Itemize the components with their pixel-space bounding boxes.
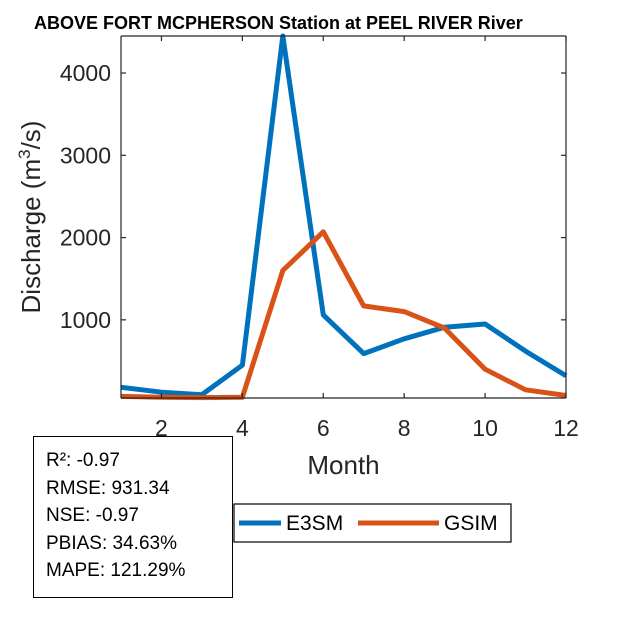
x-axis-label: Month	[307, 450, 379, 480]
stats-box: R²: -0.97 RMSE: 931.34 NSE: -0.97 PBIAS:…	[33, 436, 233, 598]
legend-label-gsim: GSIM	[444, 512, 498, 535]
stat-r2: R²: -0.97	[46, 450, 120, 471]
stat-nse: NSE: -0.97	[46, 505, 139, 526]
x-tick-label: 8	[398, 415, 411, 441]
x-tick-label: 2	[155, 415, 168, 441]
series-line-e3sm	[120, 33, 568, 398]
x-tick-label: 4	[236, 415, 249, 441]
y-tick-label: 1000	[60, 307, 111, 333]
y-axis-label: Discharge (m3/s)	[15, 121, 46, 314]
axes-background	[121, 36, 566, 398]
x-tick-label: 6	[317, 415, 330, 441]
stat-pbias: PBIAS: 34.63%	[46, 532, 177, 554]
y-axis-label-superscript: 3	[15, 149, 34, 158]
y-axis-label-suffix: /s)	[16, 121, 46, 150]
x-tick-label: 10	[472, 415, 498, 441]
legend-label-e3sm: E3SM	[286, 512, 343, 535]
y-tick-label: 4000	[60, 60, 111, 86]
chart-title: ABOVE FORT MCPHERSON Station at PEEL RIV…	[34, 13, 523, 33]
y-tick-label: 2000	[60, 225, 111, 251]
ticks-layer: 2 4 6 8 10 12 1000 2000 3000 4000	[60, 36, 579, 441]
y-axis-label-prefix: Discharge (m	[16, 159, 46, 314]
legend: E3SM GSIM	[233, 503, 512, 543]
x-tick-label: 12	[553, 415, 579, 441]
y-tick-label: 3000	[60, 142, 111, 168]
stat-mape: MAPE: 121.29%	[46, 560, 186, 581]
axes-lines	[120, 35, 567, 399]
plot-area: 2 4 6 8 10 12 1000 2000 3000 4000	[60, 33, 579, 441]
stat-rmse: RMSE: 931.34	[46, 477, 170, 499]
